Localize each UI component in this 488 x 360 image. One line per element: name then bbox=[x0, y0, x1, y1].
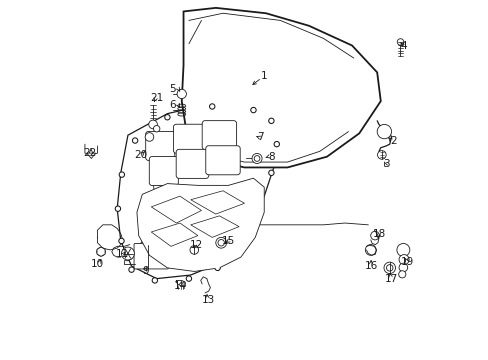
Polygon shape bbox=[182, 8, 380, 167]
FancyBboxPatch shape bbox=[176, 149, 208, 179]
Polygon shape bbox=[86, 153, 96, 158]
Text: 6: 6 bbox=[169, 100, 176, 110]
FancyBboxPatch shape bbox=[205, 146, 240, 175]
Text: 3: 3 bbox=[382, 159, 388, 169]
Circle shape bbox=[210, 105, 213, 108]
Circle shape bbox=[120, 239, 122, 242]
Text: 8: 8 bbox=[267, 152, 274, 162]
Polygon shape bbox=[117, 103, 278, 279]
Circle shape bbox=[274, 141, 279, 147]
Text: 7: 7 bbox=[257, 132, 264, 142]
Text: 14: 14 bbox=[173, 281, 186, 291]
Circle shape bbox=[115, 206, 120, 211]
Polygon shape bbox=[137, 178, 264, 271]
Circle shape bbox=[209, 104, 214, 109]
Text: 15: 15 bbox=[221, 236, 235, 246]
Circle shape bbox=[269, 171, 272, 174]
Circle shape bbox=[216, 266, 219, 269]
Text: 21: 21 bbox=[150, 93, 163, 103]
Circle shape bbox=[251, 153, 262, 163]
Circle shape bbox=[190, 246, 198, 254]
Text: 22: 22 bbox=[83, 148, 97, 158]
Circle shape bbox=[153, 126, 160, 132]
Text: 20: 20 bbox=[134, 150, 147, 160]
Text: 4: 4 bbox=[400, 41, 407, 50]
Circle shape bbox=[120, 173, 123, 176]
Circle shape bbox=[186, 276, 191, 281]
Text: 12: 12 bbox=[189, 239, 203, 249]
Text: 13: 13 bbox=[202, 295, 215, 305]
Circle shape bbox=[133, 139, 136, 142]
Circle shape bbox=[376, 125, 391, 139]
Polygon shape bbox=[190, 191, 244, 214]
Circle shape bbox=[153, 279, 156, 282]
Circle shape bbox=[116, 207, 119, 210]
Text: 19: 19 bbox=[400, 257, 413, 267]
Text: 16: 16 bbox=[365, 261, 378, 271]
Text: 11: 11 bbox=[116, 248, 129, 258]
Text: 2: 2 bbox=[389, 136, 396, 145]
Circle shape bbox=[145, 133, 153, 141]
Circle shape bbox=[132, 138, 137, 143]
Text: 18: 18 bbox=[371, 229, 385, 239]
FancyBboxPatch shape bbox=[145, 131, 174, 161]
FancyBboxPatch shape bbox=[202, 121, 236, 150]
Circle shape bbox=[268, 118, 273, 123]
Circle shape bbox=[187, 277, 190, 280]
Circle shape bbox=[398, 263, 407, 272]
Text: 5: 5 bbox=[169, 84, 176, 94]
Text: 10: 10 bbox=[91, 259, 104, 269]
Circle shape bbox=[275, 143, 278, 145]
Circle shape bbox=[97, 247, 105, 256]
Circle shape bbox=[148, 120, 157, 129]
Circle shape bbox=[241, 236, 244, 239]
Circle shape bbox=[119, 238, 124, 243]
Circle shape bbox=[215, 237, 226, 248]
Polygon shape bbox=[190, 216, 239, 237]
Polygon shape bbox=[151, 196, 201, 223]
Text: 9: 9 bbox=[142, 266, 149, 276]
Circle shape bbox=[258, 201, 263, 206]
Text: 17: 17 bbox=[384, 274, 397, 284]
Circle shape bbox=[164, 115, 169, 120]
Circle shape bbox=[240, 235, 244, 240]
Circle shape bbox=[268, 170, 273, 175]
Polygon shape bbox=[97, 247, 105, 256]
Circle shape bbox=[259, 202, 262, 205]
Circle shape bbox=[365, 244, 375, 255]
Circle shape bbox=[121, 247, 134, 260]
FancyBboxPatch shape bbox=[173, 124, 204, 153]
Circle shape bbox=[396, 243, 409, 256]
Circle shape bbox=[269, 120, 272, 122]
Circle shape bbox=[383, 262, 395, 274]
Circle shape bbox=[386, 265, 392, 271]
Circle shape bbox=[215, 265, 220, 270]
Circle shape bbox=[251, 109, 254, 112]
Circle shape bbox=[396, 39, 403, 45]
Circle shape bbox=[130, 268, 133, 271]
Circle shape bbox=[250, 108, 255, 113]
Circle shape bbox=[129, 267, 134, 272]
FancyBboxPatch shape bbox=[149, 157, 178, 185]
Circle shape bbox=[254, 156, 260, 161]
Polygon shape bbox=[151, 223, 198, 246]
Circle shape bbox=[119, 172, 124, 177]
Text: 1: 1 bbox=[261, 71, 267, 81]
Circle shape bbox=[398, 271, 405, 278]
Circle shape bbox=[218, 239, 224, 246]
FancyBboxPatch shape bbox=[134, 243, 168, 269]
Circle shape bbox=[377, 150, 386, 159]
Circle shape bbox=[165, 116, 168, 119]
Circle shape bbox=[152, 278, 157, 283]
Circle shape bbox=[398, 255, 408, 265]
Circle shape bbox=[177, 89, 186, 99]
